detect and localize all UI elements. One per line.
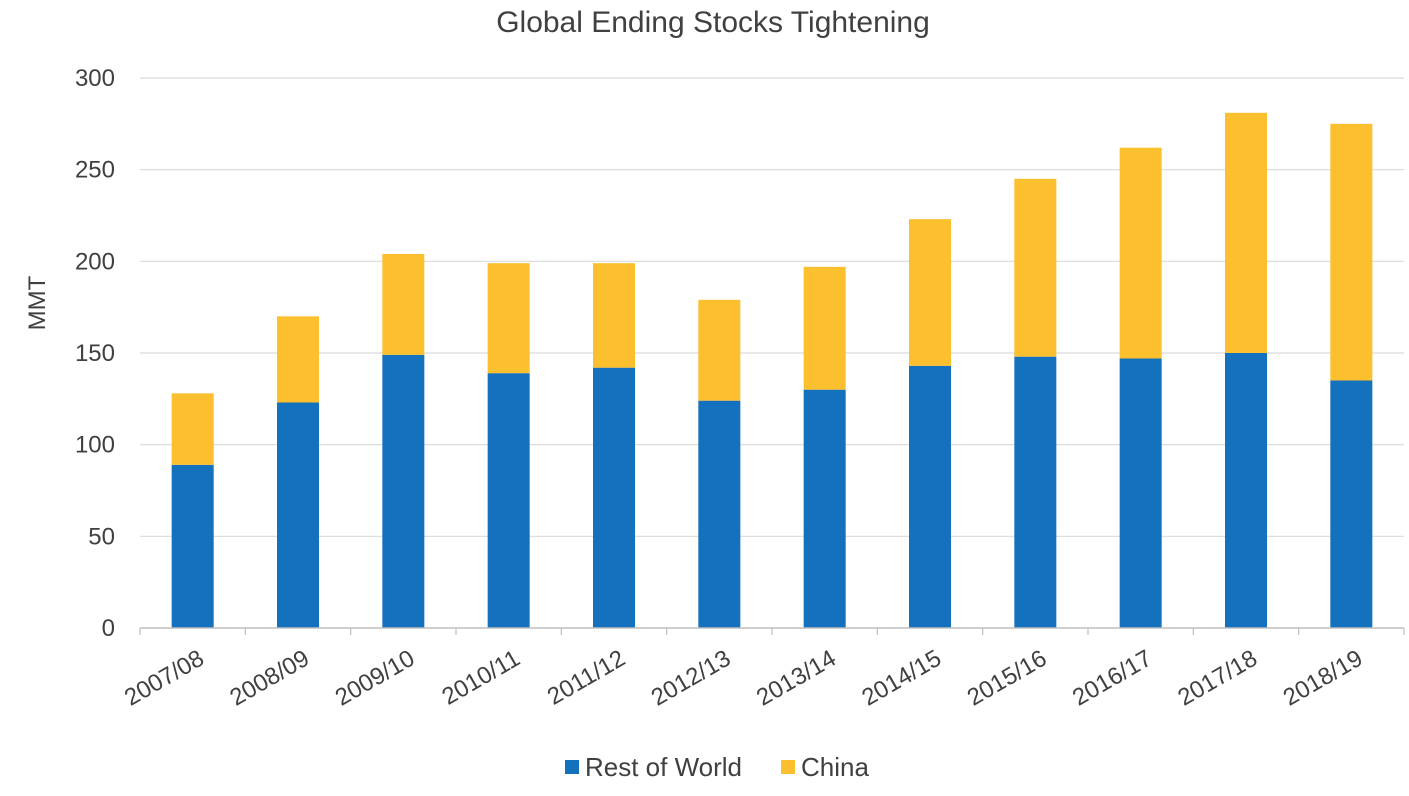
grid-lines: [140, 77, 1404, 537]
bar-china-2016-17: [1119, 147, 1162, 359]
bar-rest-of-world-2013-14: [803, 389, 846, 628]
bar-rest-of-world-2007-08: [171, 464, 214, 628]
bar-china-2011-12: [593, 263, 635, 368]
bar-china-2018-19: [1330, 123, 1373, 381]
x-tick-label-2017-18: 2017/18: [1173, 645, 1262, 712]
y-tick-label-100: 100: [75, 432, 115, 459]
bar-china-2015-16: [1014, 178, 1057, 357]
x-tick-label-2018-19: 2018/19: [1279, 645, 1368, 712]
x-tick-label-2016-17: 2016/17: [1068, 645, 1157, 712]
bar-rest-of-world-2016-17: [1119, 358, 1162, 628]
bar-rest-of-world-2014-15: [909, 365, 951, 628]
bar-rest-of-world-2008-09: [277, 402, 319, 628]
bar-china-2017-18: [1225, 112, 1267, 353]
x-tick-label-2009-10: 2009/10: [331, 645, 420, 712]
x-tick-label-2007-08: 2007/08: [120, 645, 209, 712]
bar-rest-of-world-2009-10: [382, 354, 425, 628]
chart-title: Global Ending Stocks Tightening: [496, 6, 930, 39]
bar-china-2009-10: [382, 254, 425, 355]
y-tick-label-300: 300: [75, 65, 115, 92]
bar-rest-of-world-2012-13: [698, 400, 741, 628]
y-tick-label-250: 250: [75, 157, 115, 184]
bar-rest-of-world-2015-16: [1014, 356, 1057, 628]
x-axis: [139, 627, 1405, 635]
x-tick-label-2014-15: 2014/15: [857, 645, 946, 712]
y-tick-label-150: 150: [75, 340, 115, 367]
x-tick-label-2013-14: 2013/14: [752, 645, 841, 712]
x-tick-label-2012-13: 2012/13: [647, 645, 736, 712]
x-tick-label-2015-16: 2015/16: [963, 645, 1052, 712]
bar-china-2008-09: [277, 316, 319, 403]
bar-rest-of-world-2011-12: [593, 367, 635, 628]
bar-china-2010-11: [487, 263, 530, 374]
legend: Rest of World China: [565, 752, 869, 782]
bar-china-2012-13: [698, 299, 741, 401]
x-axis-tick-labels: 2007/08 2008/09 2009/10 2010/11 2011/12 2012/…: [120, 645, 1367, 712]
legend-swatch-china: [781, 760, 795, 774]
y-tick-label-200: 200: [75, 248, 115, 275]
y-axis-ticks: 0 50 100 150 200 250 300: [75, 65, 115, 642]
bar-series-layer: [171, 112, 1373, 628]
legend-label-rest-of-world: Rest of World: [585, 752, 742, 782]
x-tick-label-2011-12: 2011/12: [543, 645, 630, 711]
legend-label-china: China: [801, 752, 869, 782]
y-tick-label-50: 50: [88, 523, 115, 550]
legend-swatch-rest-of-world: [565, 760, 579, 774]
x-tick-label-2010-11: 2010/11: [438, 645, 525, 711]
bar-rest-of-world-2010-11: [487, 373, 530, 628]
bar-china-2013-14: [803, 266, 846, 390]
bar-china-2007-08: [171, 393, 214, 465]
y-tick-label-0: 0: [102, 615, 115, 642]
bar-rest-of-world-2017-18: [1225, 353, 1267, 628]
bar-rest-of-world-2018-19: [1330, 380, 1373, 628]
y-axis-title: MMT: [24, 275, 51, 330]
bar-china-2014-15: [909, 219, 951, 366]
x-tick-label-2008-09: 2008/09: [225, 645, 314, 712]
